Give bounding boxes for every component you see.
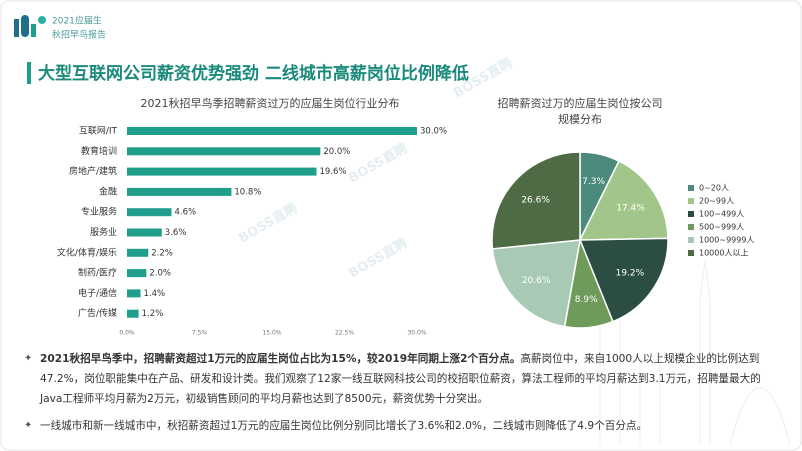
bullet-text: 一线城市和新一线城市中，秋招薪资超过1万元的应届生岗位比例分别同比增长了3.6%… xyxy=(40,420,648,432)
x-tick-label: 22.5% xyxy=(335,330,354,337)
bar xyxy=(127,269,147,278)
pie-slice xyxy=(578,237,669,323)
y-tick-label: 房地产/建筑 xyxy=(69,165,117,177)
value-label: 8.9% xyxy=(575,295,598,305)
watermark: BOSS直聘 xyxy=(346,235,410,281)
y-tick-label: 专业服务 xyxy=(81,206,117,218)
legend-label: 500~999人 xyxy=(699,223,744,232)
bar xyxy=(127,248,149,257)
legend-swatch xyxy=(688,185,694,191)
y-tick-label: 文化/体育/娱乐 xyxy=(57,246,117,258)
value-label: 20.6% xyxy=(522,276,551,286)
y-tick-label: 广告/传媒 xyxy=(78,307,117,319)
watermark: BOSS直聘 xyxy=(346,140,410,186)
x-tick-label: 15.0% xyxy=(262,330,281,337)
chart-title: 招聘薪资过万的应届生岗位按公司 xyxy=(498,96,663,110)
legend-label: 1000~9999人 xyxy=(699,236,754,245)
y-tick-label: 互联网/IT xyxy=(79,126,118,137)
value-label: 1.2% xyxy=(142,309,164,319)
value-label: 19.6% xyxy=(319,167,346,177)
pie-slice xyxy=(491,151,581,250)
bullet: 一线城市和新一线城市中，秋招薪资超过1万元的应届生岗位比例分别同比增长了3.6%… xyxy=(24,416,776,436)
legend-swatch xyxy=(688,198,694,204)
legend-swatch xyxy=(688,211,694,217)
x-tick-label: 0.0% xyxy=(119,330,135,337)
x-tick-label: 7.5% xyxy=(192,330,208,337)
value-label: 3.6% xyxy=(165,228,187,238)
bar xyxy=(127,289,141,298)
bar xyxy=(127,147,321,156)
y-tick-label: 服务业 xyxy=(90,226,117,238)
pie-slice xyxy=(491,239,581,328)
legend-swatch xyxy=(688,224,694,230)
value-label: 1.4% xyxy=(144,289,166,299)
logo xyxy=(14,15,46,37)
y-tick-label: 教育培训 xyxy=(81,145,117,157)
bar xyxy=(127,167,317,176)
legend-swatch xyxy=(688,237,694,243)
value-label: 17.4% xyxy=(616,203,645,213)
value-label: 2.0% xyxy=(149,269,171,279)
bullet-text: 高薪岗位中，来自1000人以上规模企业的比例达到47.2%，岗位职能集中在产品、… xyxy=(40,353,761,405)
bar xyxy=(127,208,172,217)
slide-title: 大型互联网公司薪资优势强劲 二线城市高薪岗位比例降低 xyxy=(38,63,469,84)
bar xyxy=(127,309,139,318)
legend-label: 100~499人 xyxy=(699,210,744,219)
y-tick-label: 金融 xyxy=(99,185,117,197)
header-line: 秋招早鸟报告 xyxy=(52,29,106,41)
bar xyxy=(127,187,232,196)
value-label: 10.8% xyxy=(234,187,261,197)
legend-label: 0~20人 xyxy=(699,184,729,193)
y-tick-label: 制药/医疗 xyxy=(78,267,117,279)
value-label: 26.6% xyxy=(521,195,550,205)
bullet-highlight: 2021秋招早鸟季中，招聘薪资超过1万元的应届生岗位占比为15%，较2019年同… xyxy=(40,353,521,365)
legend-label: 20~99人 xyxy=(699,197,734,206)
value-label: 20.0% xyxy=(323,147,350,157)
x-tick-label: 30.0% xyxy=(407,330,426,337)
bar xyxy=(127,228,162,237)
title-accent xyxy=(27,62,31,84)
value-label: 7.3% xyxy=(582,177,605,187)
legend-label: 10000人以上 xyxy=(699,249,748,258)
header-line: 2021应届生 xyxy=(52,15,102,27)
watermark: BOSS直聘 xyxy=(236,200,300,246)
legend-swatch xyxy=(688,250,694,256)
chart-title: 规模分布 xyxy=(558,112,602,126)
bar xyxy=(127,127,417,135)
value-label: 2.2% xyxy=(151,248,173,258)
chart-title: 2021秋招早鸟季招聘薪资过万的应届生岗位行业分布 xyxy=(141,96,400,110)
value-label: 4.6% xyxy=(174,208,196,218)
y-tick-label: 电子/通信 xyxy=(78,287,117,299)
value-label: 30.0% xyxy=(420,127,447,137)
value-label: 19.2% xyxy=(616,269,645,279)
bullet: 2021秋招早鸟季中，招聘薪资超过1万元的应届生岗位占比为15%，较2019年同… xyxy=(24,349,776,409)
bullets: 2021秋招早鸟季中，招聘薪资超过1万元的应届生岗位占比为15%，较2019年同… xyxy=(24,349,776,436)
pie-slice xyxy=(578,160,669,241)
